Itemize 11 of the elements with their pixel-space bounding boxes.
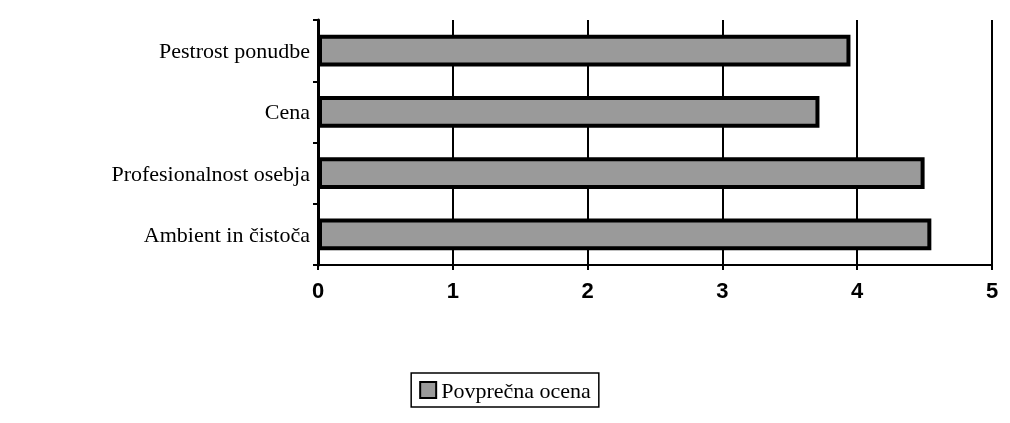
- x-tick-label: 5: [985, 277, 999, 303]
- x-tick-label: 3: [716, 277, 729, 303]
- y-tick-label: Profesionalnost osebja: [111, 160, 311, 186]
- x-tick-label: 4: [851, 277, 865, 303]
- y-tick-label: Pestrost ponudbe: [159, 38, 310, 64]
- x-tick-label: 1: [446, 277, 459, 303]
- y-tick-label: Ambient in čistoča: [143, 221, 311, 247]
- x-tick-label: 0: [311, 277, 325, 303]
- x-tick-label: 2: [581, 277, 594, 303]
- legend-label: Povprečna ocena: [441, 377, 592, 403]
- y-tick-label: Cena: [264, 99, 311, 125]
